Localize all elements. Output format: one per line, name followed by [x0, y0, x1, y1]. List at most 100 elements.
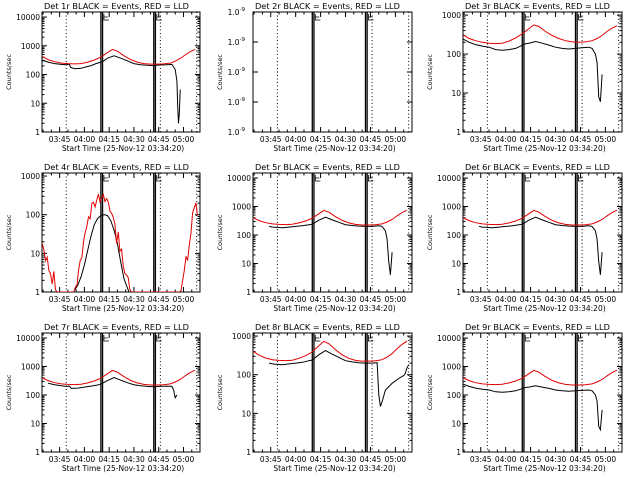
panel-title: Det 3r BLACK = Events, RED = LLD [465, 1, 610, 11]
plot-frame [41, 172, 201, 293]
plot-frame [252, 172, 413, 293]
x-tick-label: 03:45 [470, 455, 492, 464]
state-bracket-glyph [156, 335, 162, 342]
x-axis-title: Start Time (25-Nov-12 03:34:20) [483, 144, 605, 153]
state-bracket-glyph [103, 14, 109, 21]
y-tick-label: 100 [237, 371, 252, 380]
y-tick-label: 100 [237, 231, 252, 240]
state-bracket-glyph [156, 14, 162, 21]
x-tick-label: 04:30 [123, 455, 145, 464]
events-rate-line [74, 214, 130, 292]
plot-frame [462, 11, 623, 133]
x-tick-label: 04:00 [74, 295, 96, 304]
x-axis-title: Start Time (25-Nov-12 03:34:20) [273, 464, 395, 473]
plot-frame [41, 11, 201, 133]
x-tick-label: 04:15 [520, 295, 542, 304]
plot-frame [462, 172, 623, 293]
y-tick-label: 1 [456, 128, 461, 137]
y-tick-label: 1000 [442, 363, 461, 372]
x-tick-label: 04:30 [335, 135, 357, 144]
x-tick-label: 04:45 [570, 135, 592, 144]
x-tick-label: 05:00 [595, 295, 617, 304]
x-tick-label: 05:00 [595, 455, 617, 464]
panel-title: Det 8r BLACK = Events, RED = LLD [255, 322, 400, 332]
state-bracket-glyph [314, 175, 321, 182]
y-tick-label: 1 [456, 448, 461, 457]
x-axis-title: Start Time (25-Nov-12 03:34:20) [62, 144, 184, 153]
detector-panel-3: Det 3r BLACK = Events, RED = LLD 1 10 100 10… [426, 1, 623, 153]
y-tick-label: 10000 [16, 334, 40, 343]
detector-panel-4: Det 4r BLACK = Events, RED = LLD 1 10 100 10… [5, 162, 201, 313]
y-tick-exponent: -9 [240, 7, 246, 13]
x-tick-label: 05:00 [173, 135, 195, 144]
state-bracket-glyph [314, 14, 321, 21]
y-tick-label: 1000 [21, 363, 40, 372]
y-tick-label: 10 [30, 99, 40, 108]
plot-frame [252, 332, 413, 453]
state-bracket-glyph [368, 14, 374, 21]
events-rate-line [268, 350, 410, 407]
x-tick-label: 05:00 [173, 295, 195, 304]
x-tick-label: 03:45 [470, 135, 492, 144]
x-tick-label: 04:45 [360, 295, 382, 304]
y-tick-label: 100 [447, 231, 462, 240]
y-axis-title: Counts/sec [5, 374, 13, 410]
x-tick-label: 04:15 [98, 455, 120, 464]
x-axis-title: Start Time (25-Nov-12 03:34:20) [483, 464, 605, 473]
x-tick-label: 04:30 [545, 135, 567, 144]
y-tick-label: 10 [241, 260, 251, 269]
x-tick-label: 04:00 [74, 455, 96, 464]
x-tick-label: 05:00 [385, 295, 407, 304]
detector-panel-9: Det 9r BLACK = Events, RED = LLD 1 10 100 10… [426, 322, 623, 473]
state-bracket-glyph [368, 175, 374, 182]
y-tick-exponent: -9 [240, 97, 246, 103]
plot-frame [41, 332, 201, 453]
state-bracket-glyph [368, 335, 374, 342]
state-bracket-glyph [524, 175, 531, 182]
y-tick-exponent: -9 [240, 67, 246, 73]
y-axis-title: Counts/sec [426, 374, 434, 410]
y-tick-label: 1000 [21, 172, 40, 181]
y-axis-title: Counts/sec [426, 54, 434, 90]
x-tick-label: 04:30 [335, 295, 357, 304]
x-tick-label: 04:15 [520, 135, 542, 144]
y-tick-label: 10000 [437, 174, 461, 183]
detector-panel-8: Det 8r BLACK = Events, RED = LLD 1 10 100 10… [216, 322, 413, 473]
y-tick-label: 100 [447, 50, 462, 59]
x-tick-label: 04:15 [98, 295, 120, 304]
y-tick-label: 100 [26, 391, 41, 400]
y-tick-label: 1000 [442, 11, 461, 20]
events-rate-line [268, 216, 393, 275]
x-tick-label: 05:00 [173, 455, 195, 464]
x-tick-label: 04:45 [570, 455, 592, 464]
x-tick-label: 04:15 [310, 455, 332, 464]
panel-title: Det 7r BLACK = Events, RED = LLD [44, 322, 189, 332]
y-axis-title: Counts/sec [216, 374, 224, 410]
lld-rate-line [42, 48, 196, 65]
x-tick-label: 04:30 [123, 295, 145, 304]
lld-rate-line [253, 209, 408, 226]
x-tick-label: 04:30 [335, 455, 357, 464]
state-bracket-glyph [314, 335, 321, 342]
x-tick-label: 03:45 [470, 295, 492, 304]
x-tick-label: 04:00 [495, 295, 517, 304]
detector-panel-7: Det 7r BLACK = Events, RED = LLD 1 10 100 10… [5, 322, 201, 473]
lld-rate-line [42, 193, 198, 292]
state-bracket-glyph [578, 335, 584, 342]
y-tick-label: 1 [35, 448, 40, 457]
y-tick-exponent: -9 [240, 127, 246, 133]
x-tick-label: 04:45 [360, 455, 382, 464]
y-axis-title: Counts/sec [5, 54, 13, 90]
y-tick-label: 10 [241, 409, 251, 418]
panel-title: Det 9r BLACK = Events, RED = LLD [465, 322, 610, 332]
y-tick-label: 10000 [227, 174, 251, 183]
x-tick-label: 04:45 [148, 135, 170, 144]
y-tick-label: 10000 [437, 334, 461, 343]
y-tick-label: 1.0-9 [228, 67, 246, 77]
x-axis-title: Start Time (25-Nov-12 03:34:20) [483, 304, 605, 313]
y-tick-label: 10 [30, 249, 40, 258]
x-tick-label: 05:00 [385, 455, 407, 464]
lld-rate-line [463, 369, 618, 386]
y-tick-label: 1.0-9 [228, 97, 246, 107]
